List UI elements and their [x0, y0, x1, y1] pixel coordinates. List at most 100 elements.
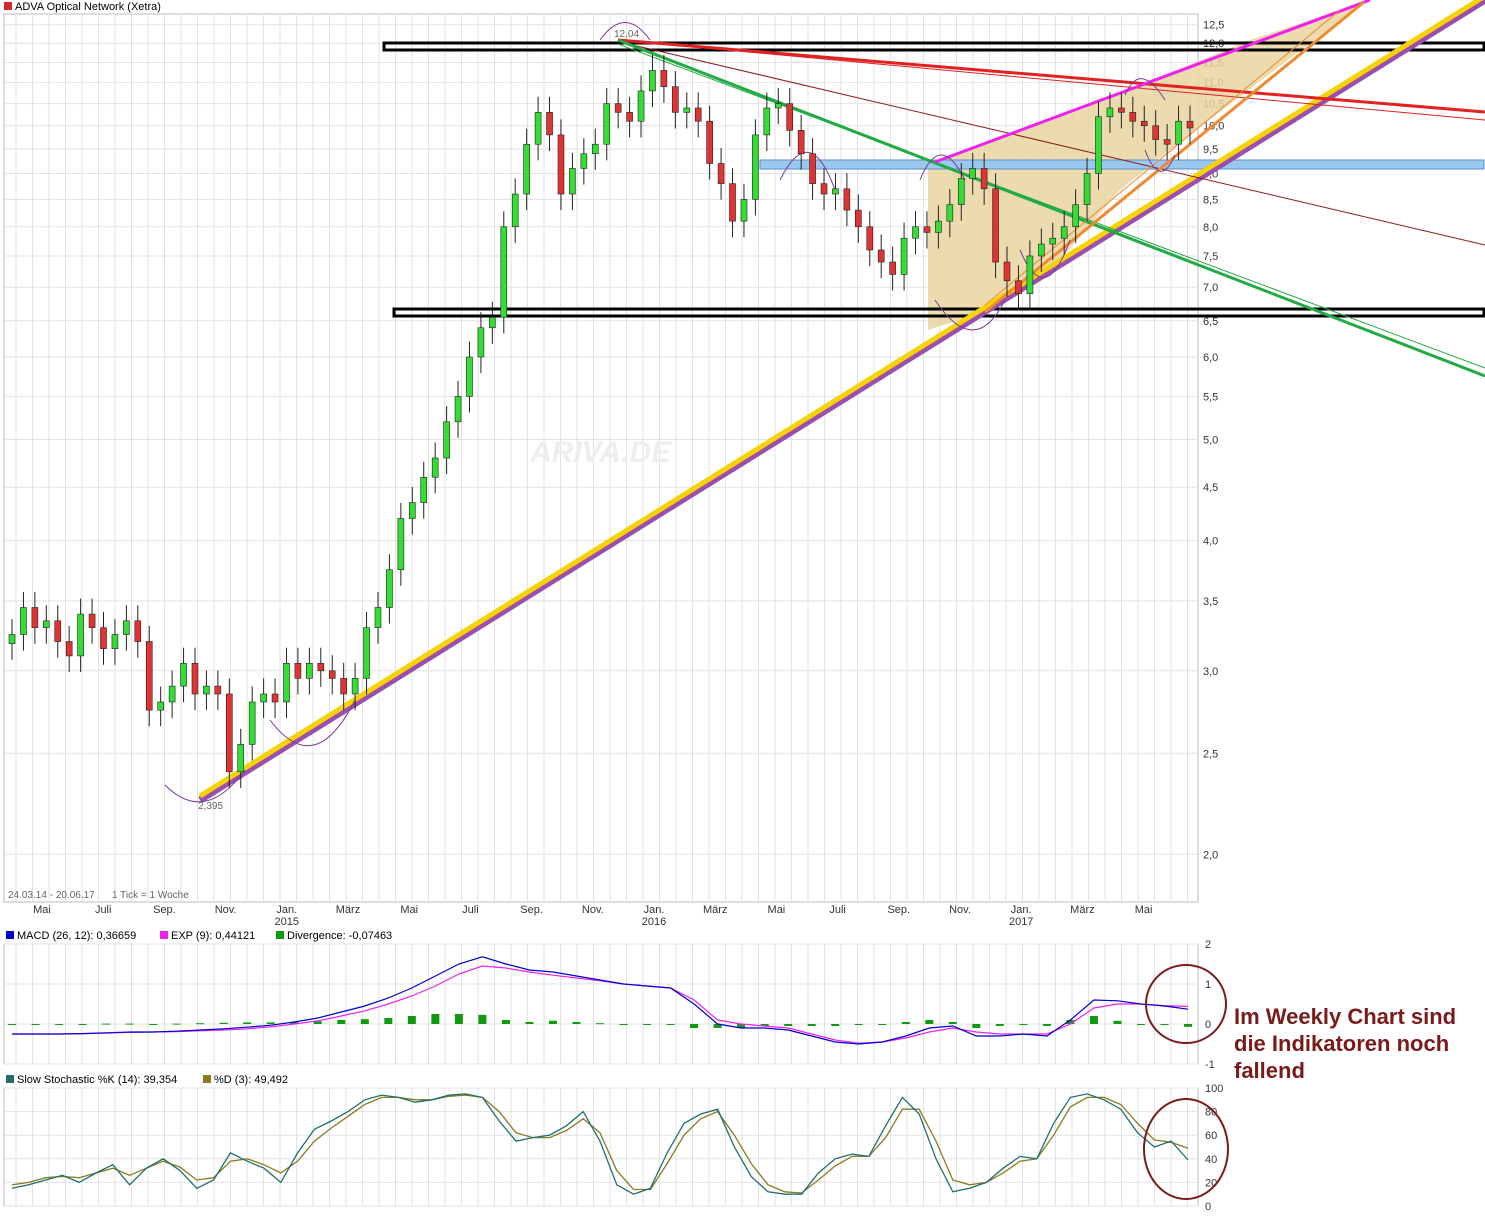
- price-arc: [1019, 239, 1071, 279]
- candle-body: [260, 693, 267, 703]
- candle-body: [900, 237, 908, 275]
- candle-body: [626, 112, 633, 122]
- candle-body: [923, 226, 931, 233]
- macd-histogram-bar: [548, 1020, 557, 1024]
- macd-histogram-bar: [995, 1024, 1004, 1026]
- candle-body: [1072, 204, 1079, 228]
- macd-histogram-bar: [737, 1024, 746, 1028]
- candle-body: [386, 569, 393, 608]
- macd-histogram-bar: [290, 1022, 299, 1024]
- candle-body: [1129, 112, 1137, 122]
- candle-body: [157, 701, 164, 711]
- low-label: 2,395: [198, 801, 223, 812]
- macd-histogram-bar: [219, 1022, 228, 1024]
- x-tick-year-label: 2016: [642, 916, 666, 928]
- y-tick-label: 2,5: [1203, 748, 1218, 760]
- candle-body: [226, 693, 233, 773]
- candle-body: [694, 107, 702, 122]
- candle-body: [31, 607, 39, 628]
- candle-body: [832, 188, 839, 195]
- macd-histogram-bar: [55, 1024, 64, 1025]
- candle-body: [580, 153, 588, 169]
- candle-body: [420, 476, 428, 503]
- channel-line-magenta: [934, 0, 1371, 164]
- macd-histogram-bar: [925, 1020, 934, 1024]
- x-tick-label: Jan.: [644, 904, 665, 916]
- macd-histogram-bar: [713, 1024, 722, 1028]
- macd-legend-swatch: [6, 931, 14, 939]
- candle-body: [774, 103, 782, 109]
- x-tick-label: Sep.: [153, 904, 176, 916]
- candle-body: [877, 249, 885, 263]
- candle-body: [1152, 125, 1159, 140]
- candle-body: [763, 107, 771, 136]
- macd-histogram-bar: [854, 1024, 863, 1025]
- x-tick-label: Jan.: [1011, 904, 1032, 916]
- y-tick-label: 5,5: [1203, 391, 1218, 403]
- candle-body: [1118, 107, 1125, 113]
- stoch-d-legend: %D (3): 49,492: [214, 1074, 288, 1086]
- div-legend-swatch: [276, 931, 284, 939]
- title-swatch: [4, 2, 12, 10]
- candle-body: [54, 620, 62, 642]
- trend-line-darkred: [619, 41, 1485, 246]
- resistance-box-blue: [759, 159, 1485, 170]
- macd-histogram-bar: [243, 1022, 252, 1024]
- candle-body: [111, 634, 119, 649]
- candle-body: [466, 356, 473, 397]
- y-tick-label: 9,5: [1203, 144, 1218, 156]
- downtrend-line-green-thin: [617, 43, 1485, 369]
- candle-body: [1026, 255, 1034, 295]
- candle-body: [1175, 120, 1182, 145]
- candle-body: [546, 112, 553, 136]
- y-tick-label: 12,5: [1203, 20, 1224, 32]
- macd-histogram-bar: [407, 1016, 416, 1024]
- candle-body: [843, 188, 851, 211]
- stoch-y-tick-label: 60: [1205, 1130, 1217, 1142]
- macd-histogram-bar: [454, 1014, 463, 1024]
- candle-body: [1003, 261, 1011, 282]
- macd-histogram-bar: [596, 1023, 604, 1025]
- macd-y-tick-label: -1: [1205, 1059, 1215, 1071]
- macd-histogram-bar: [384, 1018, 393, 1024]
- macd-histogram-bar: [125, 1023, 134, 1025]
- candle-body: [43, 620, 50, 628]
- candle-body: [717, 163, 725, 184]
- macd-histogram-bar: [102, 1023, 111, 1025]
- macd-histogram-bar: [572, 1022, 581, 1024]
- macd-highlight-circle: [1145, 964, 1227, 1044]
- x-tick-label: Juli: [829, 904, 846, 916]
- candle-body: [1038, 243, 1045, 257]
- macd-signal-line: [12, 965, 1189, 1044]
- macd-histogram-bar: [78, 1024, 87, 1025]
- x-tick-label: Mai: [400, 904, 418, 916]
- candle-body: [820, 183, 828, 195]
- candle-body: [20, 607, 27, 635]
- candle-body: [649, 70, 656, 92]
- candle-body: [65, 641, 73, 657]
- candle-body: [191, 662, 199, 695]
- candle-body: [8, 634, 16, 644]
- candle-body: [168, 685, 176, 703]
- x-tick-label: Juli: [462, 904, 479, 916]
- candle-body: [534, 112, 542, 145]
- candle-body: [1083, 173, 1091, 205]
- price-arc: [1124, 78, 1166, 101]
- candle-body: [1095, 116, 1102, 174]
- macd-histogram-bar: [337, 1020, 346, 1024]
- macd-histogram-bar: [831, 1024, 840, 1026]
- candle-body: [683, 107, 691, 113]
- candle-body: [740, 199, 748, 222]
- candle-body: [855, 209, 862, 228]
- side-note-line-1: Im Weekly Chart sind: [1234, 1004, 1456, 1029]
- macd-histogram-bar: [31, 1024, 40, 1025]
- candle-body: [1049, 237, 1057, 245]
- x-tick-year-label: 2015: [275, 916, 299, 928]
- x-tick-label: März: [703, 904, 727, 916]
- candle-body: [969, 168, 976, 179]
- candle-body: [1106, 107, 1114, 118]
- price-arc: [1144, 149, 1176, 172]
- candle-body: [660, 70, 668, 88]
- candle-body: [1163, 139, 1171, 145]
